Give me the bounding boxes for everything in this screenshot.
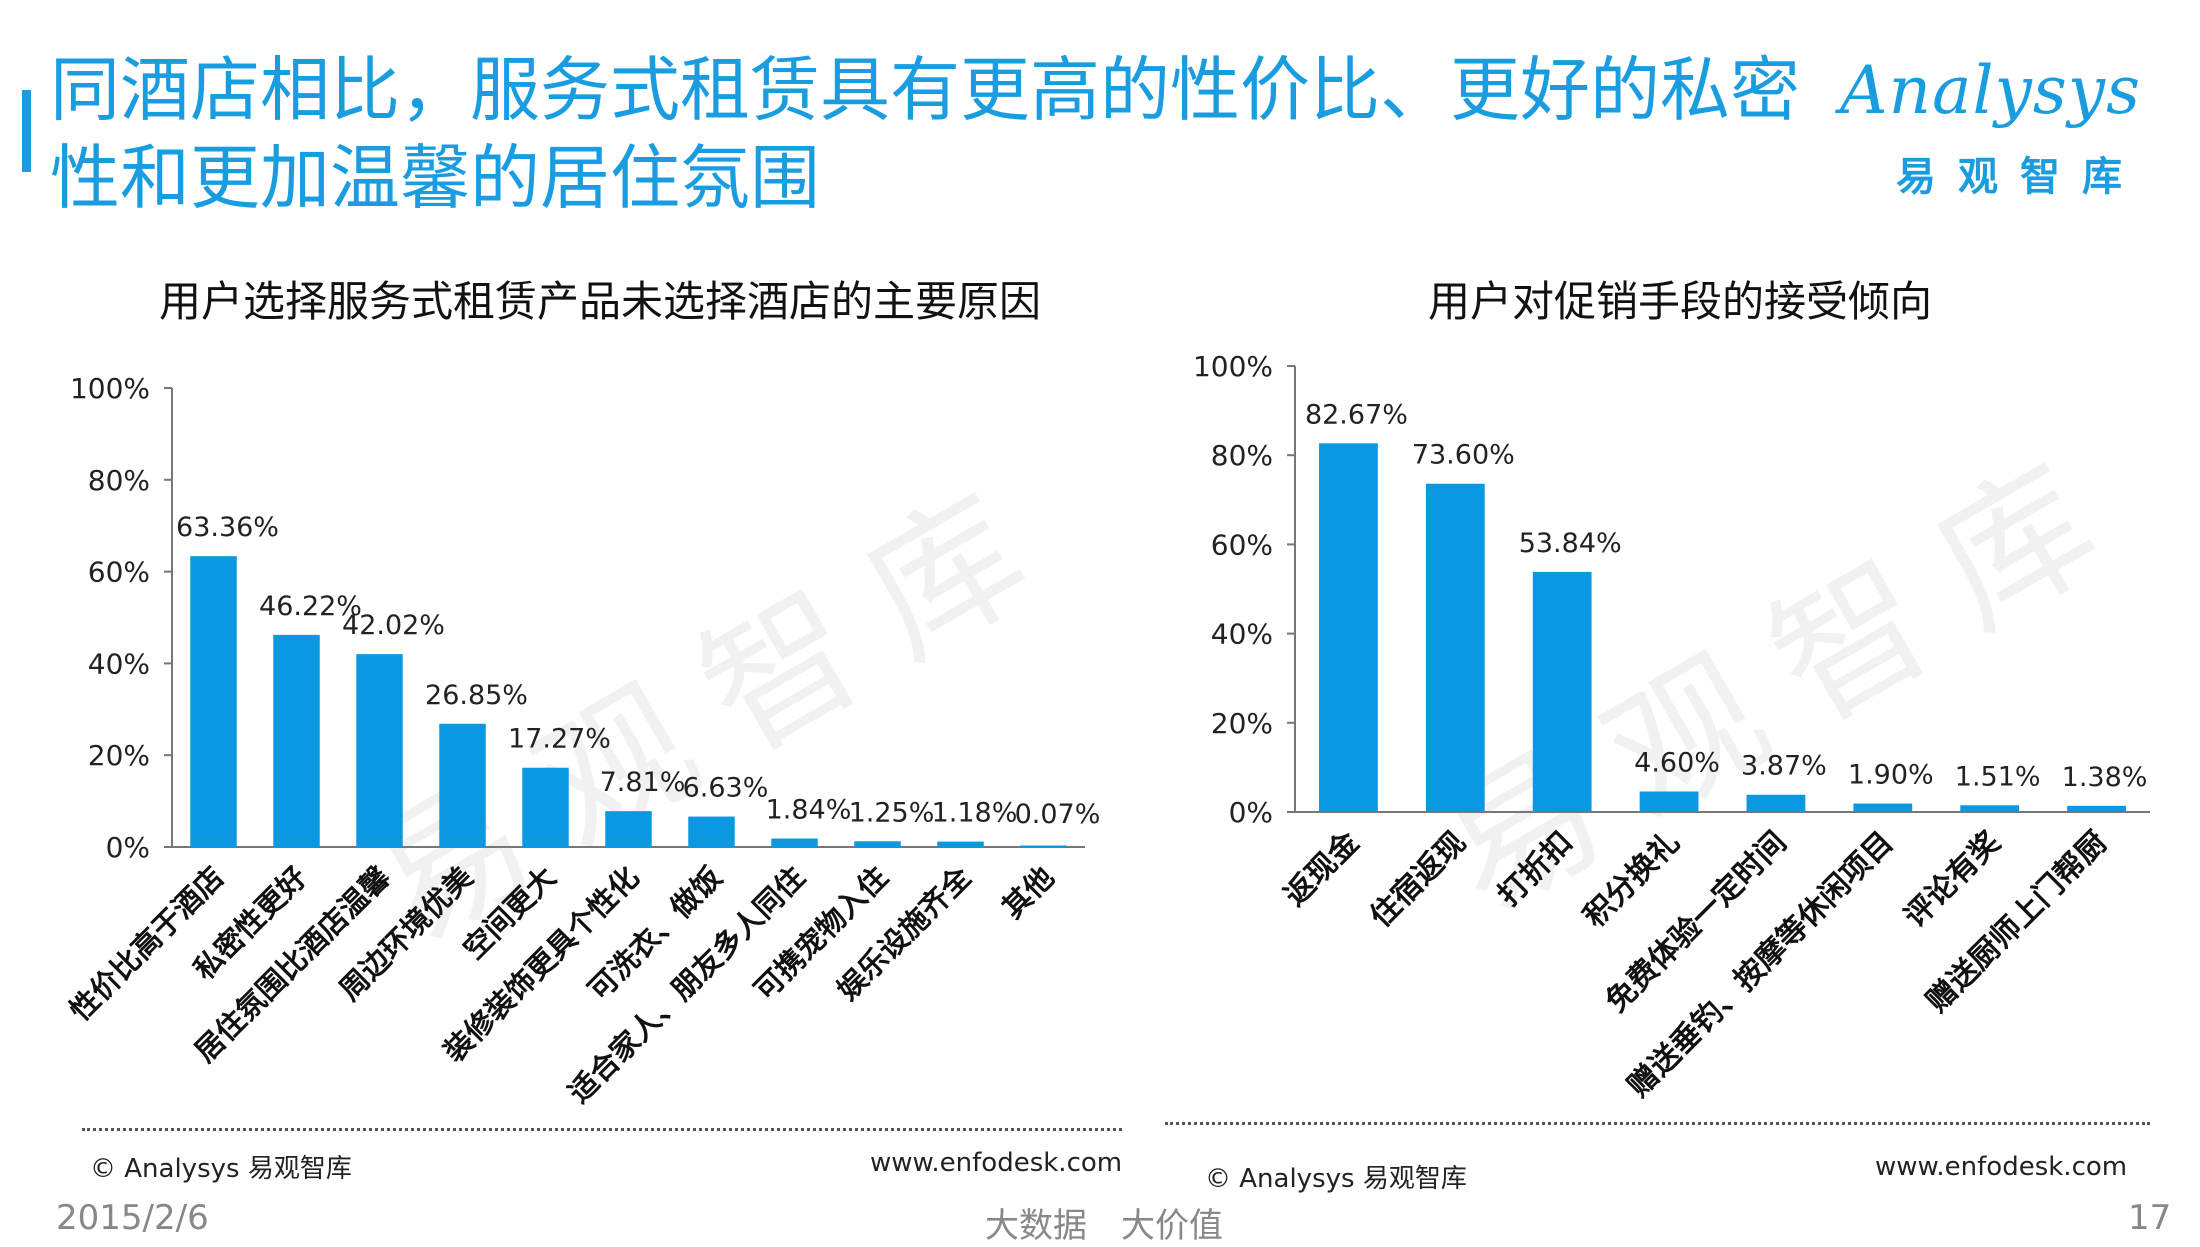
chart-2-category-label: 积分换礼 — [1577, 825, 1687, 935]
chart-1-y-tick-label: 100% — [70, 372, 150, 405]
chart-1-data-label: 0.07% — [1015, 799, 1101, 830]
chart-1-bar — [688, 816, 735, 847]
logo-chinese-name: 易观智库 — [1896, 154, 2144, 200]
chart-2-data-label: 1.90% — [1848, 760, 1934, 791]
chart-1-bar — [273, 634, 320, 847]
chart-1-data-label: 1.84% — [766, 795, 852, 826]
chart-1-y-tick-label: 0% — [106, 831, 150, 864]
footer-source-left: © Analysys 易观智库 — [90, 1154, 352, 1184]
chart-1-y-tick-label: 60% — [88, 556, 150, 589]
chart-1-bar — [190, 556, 237, 847]
chart-2-y-tick-label: 0% — [1229, 796, 1273, 829]
chart-2-y-tick-label: 60% — [1211, 528, 1273, 561]
chart-1-data-label: 17.27% — [508, 724, 611, 755]
chart-1-bar — [605, 811, 652, 847]
chart-2: 0% 20% 40% 60% 80% 100% 82.67% 返现金 73.60% 住宿返现 53.… — [1193, 350, 2150, 1104]
slide-slogan: 大数据 大价值 — [985, 1206, 1223, 1246]
chart-1-bar — [1020, 845, 1067, 847]
chart-2-bar — [1746, 794, 1806, 812]
analysys-logo: Analysys 易观智库 — [1840, 52, 2170, 202]
logo-wordmark: Analysys — [1840, 52, 2141, 129]
chart-1-bar — [522, 767, 569, 847]
footer-divider-right — [1165, 1122, 2150, 1125]
chart-2-data-label: 53.84% — [1519, 528, 1622, 559]
chart-1-bar — [439, 723, 486, 847]
chart-2-bar — [1853, 803, 1913, 812]
chart-1-bar — [854, 841, 901, 847]
chart-1-bar — [356, 654, 403, 847]
footer-url-left: www.enfodesk.com — [870, 1148, 1123, 1178]
chart-1-category-label: 其他 — [995, 860, 1060, 925]
footer-url-right: www.enfodesk.com — [1875, 1152, 2128, 1182]
footer-source-right: © Analysys 易观智库 — [1205, 1164, 1467, 1194]
footer-divider-left — [82, 1128, 1122, 1131]
chart-1-y-tick-label: 40% — [88, 647, 150, 680]
chart-1-data-label: 46.22% — [259, 591, 362, 622]
chart-2-title: 用户对促销手段的接受倾向 — [1427, 277, 1932, 326]
slide-date: 2015/2/6 — [56, 1198, 209, 1238]
chart-1-title: 用户选择服务式租赁产品未选择酒店的主要原因 — [158, 277, 1041, 326]
chart-2-bar — [2067, 805, 2126, 812]
chart-2-bar — [1639, 791, 1699, 812]
chart-2-bar — [1532, 571, 1592, 812]
title-accent-bar — [22, 90, 31, 172]
chart-2-data-label: 3.87% — [1741, 751, 1827, 782]
chart-2-bar — [1960, 805, 2020, 812]
chart-2-category-label: 评论有奖 — [1898, 825, 2008, 935]
chart-2-category-label: 返现金 — [1278, 824, 1367, 913]
chart-2-data-label: 1.38% — [2062, 762, 2148, 793]
chart-1: 0%20%40%60%80%100%63.36%性价比高于酒店46.22%私密性… — [63, 372, 1101, 1110]
chart-1-data-label: 7.81% — [600, 767, 686, 798]
chart-1-data-label: 1.25% — [849, 797, 935, 828]
chart-2-y-tick-label: 100% — [1193, 350, 1273, 383]
chart-2-y-tick-label: 40% — [1211, 618, 1273, 651]
chart-1-data-label: 6.63% — [683, 773, 769, 804]
chart-2-category-label: 住宿返现 — [1363, 825, 1473, 935]
chart-1-data-label: 26.85% — [425, 680, 528, 711]
chart-2-data-label: 82.67% — [1305, 399, 1408, 430]
chart-1-y-tick-label: 20% — [88, 739, 150, 772]
chart-2-data-label: 73.60% — [1412, 440, 1515, 471]
chart-2-category-label: 打折扣 — [1491, 825, 1579, 913]
chart-1-data-label: 1.18% — [932, 798, 1018, 829]
chart-1-bar — [771, 838, 818, 847]
page-number: 17 — [2128, 1198, 2172, 1238]
slide-title: 同酒店相比，服务式租赁具有更高的性价比、更好的私密性和更加温馨的居住氛围 — [50, 49, 1800, 219]
chart-2-data-label: 1.51% — [1955, 761, 2041, 792]
chart-2-category-label: 赠送厨师上门帮厨 — [1920, 825, 2114, 1019]
chart-2-data-label: 4.60% — [1634, 747, 1720, 778]
chart-2-category-label: 免费体验一定时间 — [1599, 825, 1793, 1019]
chart-1-y-tick-label: 80% — [88, 464, 150, 497]
chart-1-data-label: 63.36% — [176, 512, 279, 543]
chart-2-y-tick-label: 20% — [1211, 707, 1273, 740]
chart-2-y-tick-label: 80% — [1211, 439, 1273, 472]
chart-1-bar — [937, 841, 984, 847]
chart-2-bar — [1319, 443, 1378, 812]
chart-1-data-label: 42.02% — [342, 610, 445, 641]
chart-2-bar — [1425, 483, 1485, 812]
